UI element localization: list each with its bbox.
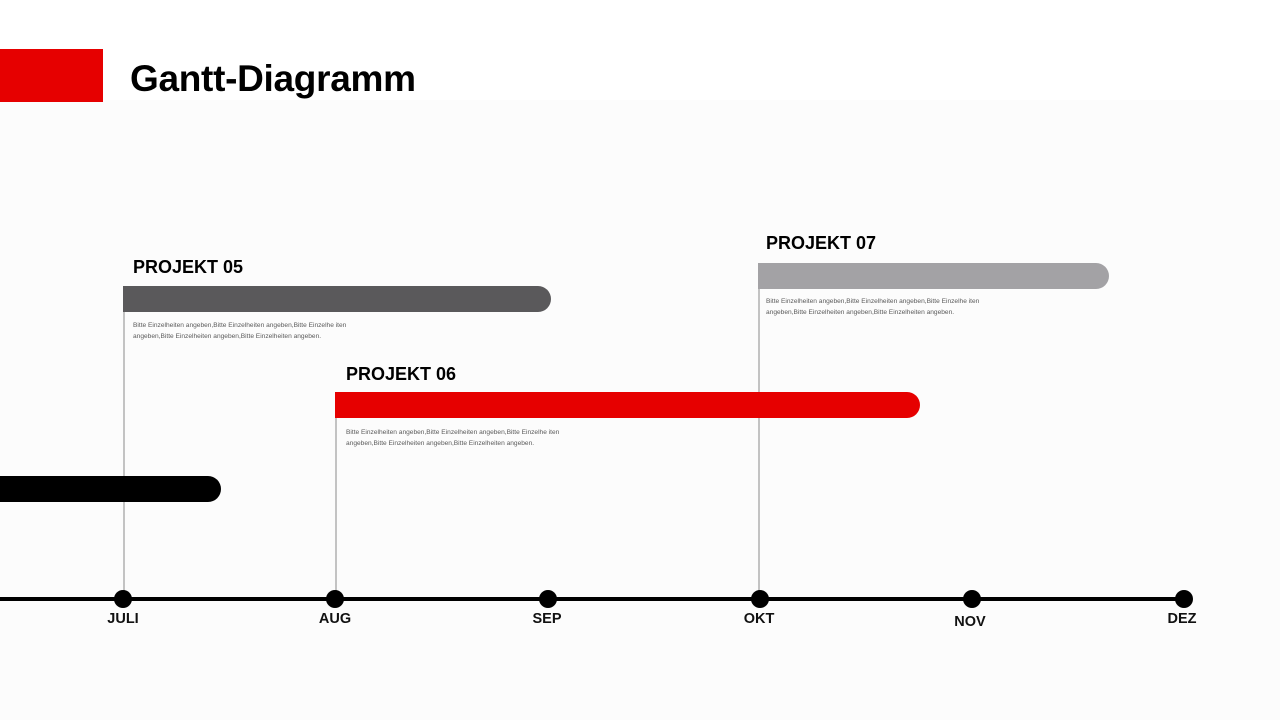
timeline-dot-dez — [1175, 590, 1193, 608]
slide-title: Gantt-Diagramm — [130, 58, 416, 99]
project-07-description: Bitte Einzelheiten angeben,Bitte Einzelh… — [766, 298, 980, 316]
connector-projekt-05 — [123, 311, 125, 599]
project-previous-bar — [0, 476, 221, 502]
project-07-bar — [758, 263, 1109, 289]
timeline-label-okt: OKT — [743, 611, 775, 627]
timeline-dot-sep — [539, 590, 557, 608]
connector-projekt-06 — [335, 417, 337, 599]
timeline-dot-nov — [963, 590, 981, 608]
timeline-axis — [0, 597, 1186, 601]
project-06-description: Bitte Einzelheiten angeben,Bitte Einzelh… — [346, 429, 560, 447]
project-06-bar — [335, 392, 920, 418]
project-05-label: PROJEKT 05 — [133, 257, 244, 277]
timeline-label-juli: JULI — [107, 611, 139, 627]
project-06-label: PROJEKT 06 — [346, 364, 457, 384]
timeline-dot-juli — [114, 590, 132, 608]
timeline-label-aug: AUG — [318, 611, 352, 627]
timeline-label-nov: NOV — [954, 614, 986, 630]
project-07-label: PROJEKT 07 — [766, 233, 877, 253]
connector-projekt-07 — [758, 288, 760, 599]
timeline-dot-okt — [751, 590, 769, 608]
timeline-label-dez: DEZ — [1167, 611, 1197, 627]
timeline-dot-aug — [326, 590, 344, 608]
timeline-label-sep: SEP — [532, 611, 562, 627]
project-05-bar — [123, 286, 551, 312]
title-accent-block — [0, 49, 103, 102]
project-05-description: Bitte Einzelheiten angeben,Bitte Einzelh… — [133, 322, 347, 340]
